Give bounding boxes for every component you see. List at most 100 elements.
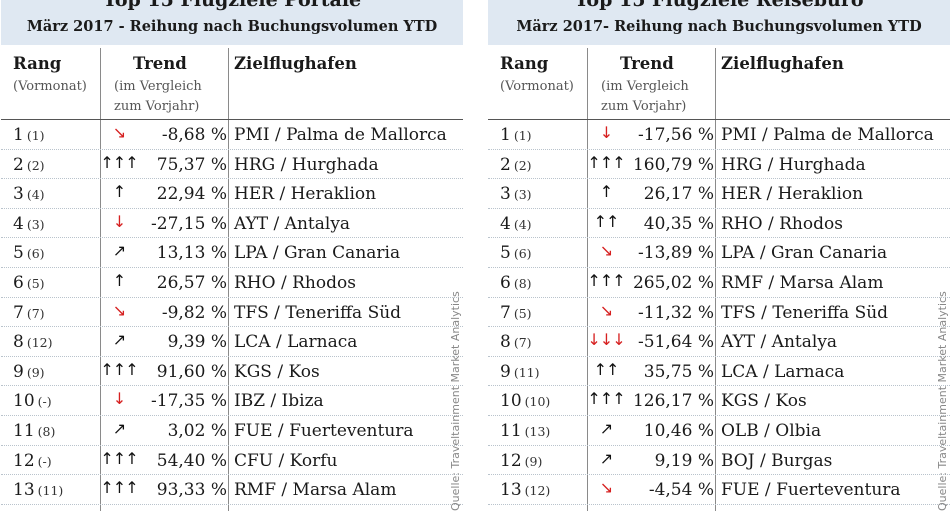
rank-number: 8 — [13, 332, 24, 353]
rank-number: 14 — [13, 510, 35, 511]
previous-rank: (9) — [524, 453, 543, 469]
destination-airport: FUE / Fuerteventura — [721, 480, 901, 501]
trend-arrow-icon: ↓ — [112, 389, 126, 409]
trend-arrow-icon: ↑ — [112, 182, 126, 202]
previous-rank: (4) — [513, 216, 532, 232]
trend-arrow-icon: ↓ — [112, 211, 126, 231]
rank-cell: 7 (5) — [500, 303, 532, 323]
table-row: 2 (2) ↑↑↑ 75,37 % HRG / Hurghada — [1, 150, 463, 180]
table-row: 1 (1) ↓ -17,56 % PMI / Palma de Mallorca — [488, 120, 950, 150]
rank-cell: 4 (3) — [13, 214, 45, 234]
trend-value: -13,89 % — [638, 243, 714, 264]
trend-arrow-icon: ↘ — [599, 300, 613, 320]
trend-arrow-icon: ↑↑↑ — [100, 478, 138, 498]
destination-airport: HRG / Hurghada — [721, 154, 866, 175]
rank-number: 2 — [13, 154, 24, 175]
column-divider — [587, 48, 588, 511]
previous-rank: (5) — [513, 305, 532, 321]
trend-value: -17,56 % — [638, 125, 714, 145]
header-trend-sub1: (im Vergleich — [114, 79, 202, 94]
table-row: 1 (1) ↘ -8,68 % PMI / Palma de Mallorca — [1, 120, 463, 150]
header-trend-sub1: (im Vergleich — [601, 79, 689, 94]
trend-value: 35,75 % — [643, 361, 714, 382]
trend-arrow-icon: ↘ — [112, 300, 126, 320]
rank-cell: 3 (3) — [500, 184, 532, 204]
table-row: 11 (13) ↗ 10,46 % OLB / Olbia — [488, 416, 950, 446]
rank-cell: 2 (2) — [13, 155, 45, 175]
trend-arrow-icon: ↑↑↑ — [587, 389, 625, 409]
column-headers: Rang (Vormonat) Trend (im Vergleich zum … — [1, 46, 463, 119]
header-trend-sub2: zum Vorjahr) — [114, 99, 200, 114]
table-body: 1 (1) ↘ -8,68 % PMI / Palma de Mallorca 2 (2) ↑… — [1, 120, 463, 511]
trend-value: 26,57 % — [156, 272, 227, 293]
destination-airport: MLA / Malta — [234, 510, 341, 511]
trend-value: 9,39 % — [167, 332, 227, 353]
table-row: 4 (3) ↓ -27,15 % AYT / Antalya — [1, 209, 463, 239]
destination-airport: HER / Heraklion — [721, 184, 864, 205]
rank-cell: 10 (-) — [13, 391, 52, 411]
panel-header: Top 15 Flugziele Portale März 2017 - Rei… — [1, 0, 463, 45]
rank-cell: 13 (11) — [13, 480, 63, 500]
column-divider — [228, 48, 229, 511]
previous-rank: (3) — [513, 187, 532, 203]
trend-arrow-icon: ↑↑↑ — [100, 152, 138, 172]
previous-rank: (11) — [37, 483, 64, 499]
trend-value: -4,54 % — [648, 480, 714, 501]
table-reisebuero: Top 15 Flugziele Reisebüro März 2017- Re… — [488, 0, 950, 511]
previous-rank: (6) — [513, 246, 532, 262]
trend-arrow-icon: ↑↑ — [593, 359, 620, 379]
rank-cell: 3 (4) — [13, 184, 45, 204]
trend-value: -8,51 % — [162, 510, 227, 511]
destination-airport: HER / Heraklion — [234, 184, 377, 205]
header-rang-sub: (Vormonat) — [13, 79, 87, 94]
destination-airport: AYT / Antalya — [234, 213, 351, 234]
destination-airport: CFU / Korfu — [234, 450, 338, 471]
trend-arrow-icon: ↓ — [586, 508, 626, 511]
trend-value: -8,68 % — [161, 125, 227, 145]
trend-value: -9,82 % — [161, 302, 227, 323]
destination-airport: KGS / Kos — [721, 391, 807, 412]
trend-value: 91,60 % — [156, 361, 227, 382]
rank-number: 8 — [500, 332, 511, 353]
destination-airport: PMI / Palma de Mallorca — [234, 125, 447, 145]
rank-cell: 6 (5) — [13, 273, 45, 293]
rank-number: 11 — [13, 420, 35, 441]
destination-airport: TFS / Teneriffa Süd — [721, 302, 889, 323]
destination-airport: LCA / Larnaca — [234, 332, 358, 353]
rank-number: 10 — [500, 391, 522, 412]
trend-value: -17,35 % — [151, 391, 227, 412]
rank-number: 6 — [500, 272, 511, 293]
trend-arrow-icon: ↓ — [599, 123, 613, 142]
header-rang: Rang — [13, 54, 62, 73]
destination-airport: RMF / Marsa Alam — [721, 272, 884, 293]
table-row: 7 (7) ↘ -9,82 % TFS / Teneriffa Süd — [1, 298, 463, 328]
rank-cell: 11 (8) — [13, 421, 55, 441]
rank-number: 1 — [500, 125, 511, 145]
trend-arrow-icon: ↑↑↑ — [587, 270, 625, 290]
panel-title: Top 15 Flugziele Reisebüro — [574, 0, 864, 11]
header-rule — [488, 119, 950, 120]
rank-cell: 7 (7) — [13, 303, 45, 323]
previous-rank: (5) — [26, 275, 45, 291]
rank-number: 11 — [500, 420, 522, 441]
header-trend: Trend — [620, 54, 674, 73]
destination-airport: TFS / Teneriffa Süd — [234, 302, 402, 323]
table-row: 13 (12) ↘ -4,54 % FUE / Fuerteventura — [488, 475, 950, 505]
trend-arrow-icon: ↘ — [99, 508, 139, 511]
rank-number: 14 — [500, 510, 522, 511]
table-row: 3 (3) ↑ 26,17 % HER / Heraklion — [488, 179, 950, 209]
trend-value: 3,02 % — [167, 420, 227, 441]
previous-rank: (9) — [26, 364, 45, 380]
table-row: 9 (9) ↑↑↑ 91,60 % KGS / Kos — [1, 357, 463, 387]
rank-number: 10 — [13, 391, 35, 412]
previous-rank: (12) — [524, 483, 551, 499]
trend-arrow-icon: ↑↑↑ — [100, 448, 138, 468]
trend-value: 54,40 % — [156, 450, 227, 471]
table-row: 11 (8) ↗ 3,02 % FUE / Fuerteventura — [1, 416, 463, 446]
trend-value: 10,46 % — [643, 420, 714, 441]
panel-header: Top 15 Flugziele Reisebüro März 2017- Re… — [488, 0, 950, 45]
previous-rank: (-) — [37, 394, 52, 410]
trend-value: 22,94 % — [156, 184, 227, 205]
table-row: 10 (10) ↑↑↑ 126,17 % KGS / Kos — [488, 386, 950, 416]
trend-value: 75,37 % — [156, 154, 227, 175]
